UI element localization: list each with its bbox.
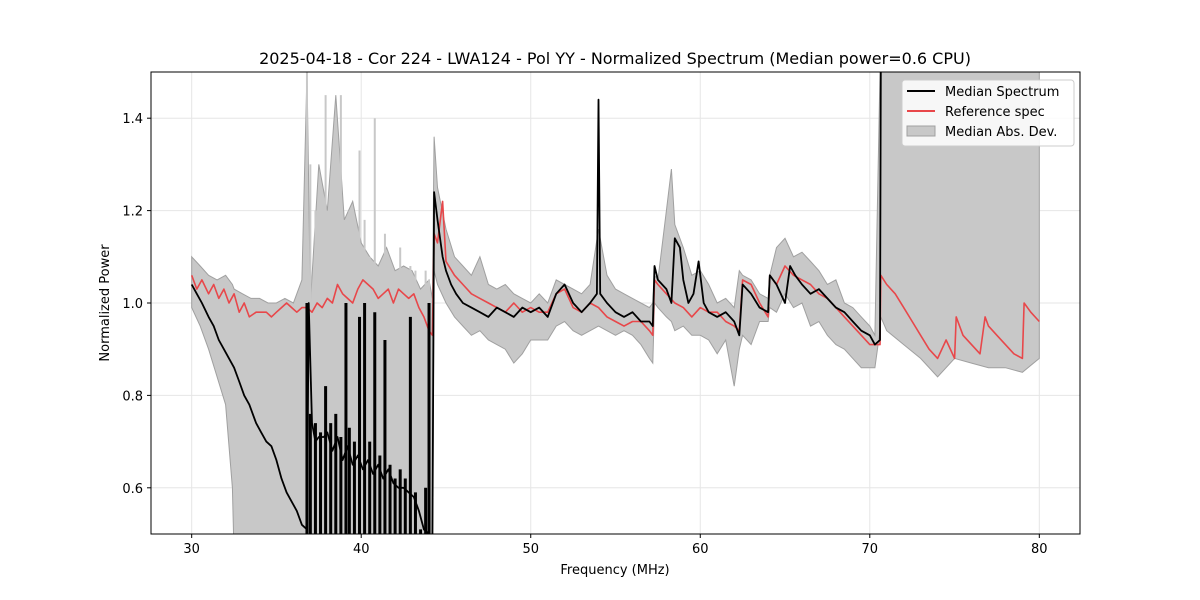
x-tick-label: 70 [862, 542, 879, 557]
lines-layer [190, 72, 1040, 534]
y-tick-label: 1.2 [122, 205, 143, 220]
x-tick-label: 50 [522, 542, 539, 557]
legend-reference-label: Reference spec [945, 105, 1045, 120]
x-axis-label: Frequency (MHz) [560, 563, 669, 578]
axis-ticks: 30 40 50 60 70 80 0.6 0.8 1.0 1.2 1.4 [122, 112, 1047, 557]
y-axis-label: Normalized Power [98, 244, 113, 362]
y-tick-label: 1.0 [122, 297, 143, 312]
x-tick-label: 30 [183, 542, 200, 557]
mad-band [191, 72, 1040, 534]
legend-median-label: Median Spectrum [945, 85, 1059, 100]
legend-mad-swatch [906, 125, 936, 137]
legend-box [901, 79, 1075, 147]
reference-spectrum-line [190, 200, 1040, 360]
x-tick-label: 80 [1031, 542, 1048, 557]
y-tick-label: 1.4 [122, 112, 143, 127]
y-tick-label: 0.8 [122, 389, 143, 404]
median-spectrum-line [190, 72, 882, 534]
legend: Median Spectrum Reference spec Median Ab… [901, 79, 1075, 147]
legend-mad-label: Median Abs. Dev. [945, 125, 1057, 140]
x-tick-label: 60 [692, 542, 709, 557]
x-tick-label: 40 [353, 542, 370, 557]
y-tick-label: 0.6 [122, 482, 143, 497]
chart-title: 2025-04-18 - Cor 224 - LWA124 - Pol YY -… [259, 49, 971, 68]
